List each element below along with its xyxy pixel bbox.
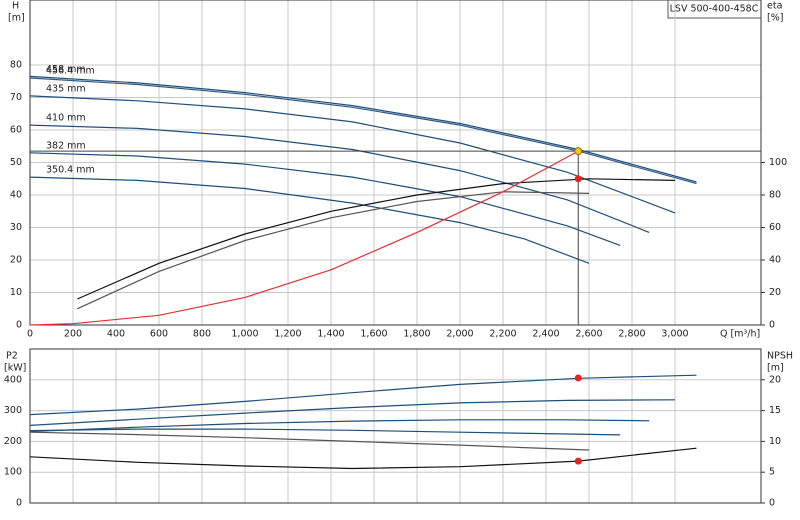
x-tick-label: 400: [107, 329, 125, 340]
y-tick-label: 20: [10, 255, 22, 266]
x-tick-label: 2,800: [618, 329, 645, 340]
y2-tick-label: 60: [769, 222, 781, 233]
y2-axis-label: eta: [767, 1, 782, 12]
curve: [29, 176, 590, 264]
x-tick-label: 1,000: [231, 329, 258, 340]
curve: [29, 124, 650, 233]
x-tick-label: 3,000: [661, 329, 688, 340]
y-axis-unit: [kW]: [4, 363, 26, 374]
x-tick-label: 1,200: [274, 329, 301, 340]
y2-axis-unit: [%]: [767, 13, 783, 24]
y-tick-label: 300: [4, 405, 22, 416]
operating-point: [574, 374, 582, 382]
x-tick-label: 1,600: [360, 329, 387, 340]
y-tick-label: 60: [10, 125, 22, 136]
y-tick-label: 40: [10, 190, 22, 201]
curve: [77, 178, 676, 300]
x-tick-label: 2,600: [575, 329, 602, 340]
y2-tick-label: 20: [769, 374, 781, 385]
y2-tick-label: 0: [769, 320, 775, 331]
y2-tick-label: 20: [769, 287, 781, 298]
curve: [29, 399, 676, 426]
curve-label: 458 mm: [46, 64, 86, 75]
y-tick-label: 100: [4, 467, 22, 478]
y-tick-label: 0: [16, 320, 22, 331]
curve: [29, 95, 676, 214]
x-tick-label: 2,400: [532, 329, 559, 340]
x-tick-label: 1,400: [317, 329, 344, 340]
curve-label: 410 mm: [46, 113, 86, 124]
chart-title: LSV 500-400-458C: [670, 4, 759, 15]
x-tick-label: 0: [27, 329, 33, 340]
y2-tick-label: 100: [769, 157, 787, 168]
x-tick-label: 2,200: [489, 329, 516, 340]
curve-label: 435 mm: [46, 83, 86, 94]
curve-label: 456.4 mm: [46, 66, 95, 77]
y-axis-unit: [m]: [8, 13, 25, 24]
x-axis-label: Q [m³/h]: [720, 329, 760, 340]
x-tick-label: 600: [150, 329, 168, 340]
x-tick-label: 1,800: [403, 329, 430, 340]
y-axis-label: P2: [6, 351, 18, 362]
x-tick-label: 800: [193, 329, 211, 340]
curve-label: 382 mm: [46, 140, 86, 151]
operating-point: [574, 175, 582, 183]
operating-point: [574, 147, 583, 156]
curve: [29, 152, 621, 246]
y-tick-label: 200: [4, 436, 22, 447]
plot-frame: [29, 348, 762, 504]
x-tick-label: 200: [64, 329, 82, 340]
y2-tick-label: 80: [769, 190, 781, 201]
x-tick-label: 2,000: [446, 329, 473, 340]
curve-label: 350.4 mm: [46, 165, 95, 176]
operating-point: [574, 457, 582, 465]
y2-tick-label: 40: [769, 255, 781, 266]
curve: [29, 431, 590, 451]
curve: [29, 150, 579, 326]
y2-axis-unit: [m]: [767, 363, 784, 374]
y-tick-label: 400: [4, 374, 22, 385]
curve: [29, 428, 621, 436]
y2-axis-label: NPSH: [767, 351, 793, 362]
y-tick-label: 50: [10, 157, 22, 168]
y2-tick-label: 10: [769, 436, 781, 447]
y-tick-label: 70: [10, 92, 22, 103]
y-tick-label: 80: [10, 60, 22, 71]
y-tick-label: 30: [10, 222, 22, 233]
plot-frame: [29, 0, 762, 326]
y-tick-label: 10: [10, 287, 22, 298]
y2-tick-label: 5: [769, 467, 775, 478]
y-axis-label: H: [12, 1, 19, 12]
y2-tick-label: 0: [769, 498, 775, 509]
y2-tick-label: 15: [769, 405, 781, 416]
y-tick-label: 0: [16, 498, 22, 509]
curve: [29, 419, 650, 433]
